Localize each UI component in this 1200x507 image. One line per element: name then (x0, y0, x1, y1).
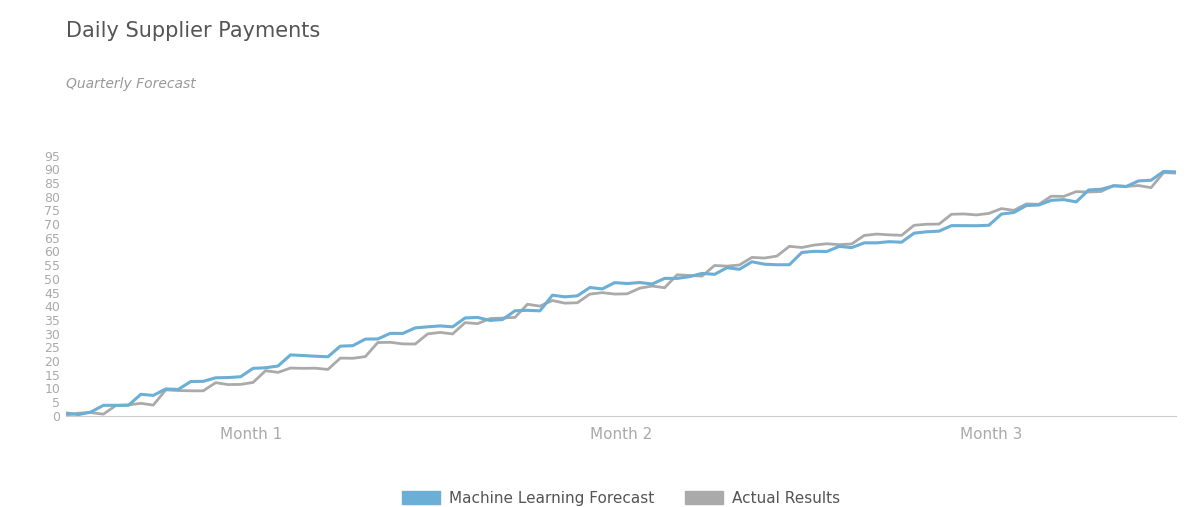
Text: Quarterly Forecast: Quarterly Forecast (66, 77, 196, 91)
Text: Daily Supplier Payments: Daily Supplier Payments (66, 21, 320, 41)
Legend: Machine Learning Forecast, Actual Results: Machine Learning Forecast, Actual Result… (396, 485, 846, 507)
